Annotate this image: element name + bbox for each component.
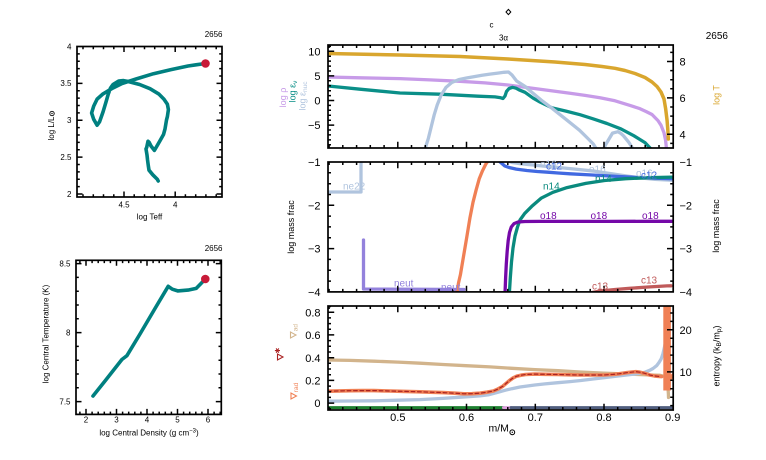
svg-text:log εν: log εν: [288, 81, 300, 103]
svg-text:0.5: 0.5: [390, 412, 405, 424]
svg-text:7.5: 7.5: [59, 397, 71, 406]
svg-text:4.5: 4.5: [118, 201, 130, 210]
svg-text:2656: 2656: [706, 31, 729, 42]
svg-text:−5: −5: [308, 120, 321, 132]
svg-text:n14: n14: [543, 182, 560, 193]
svg-text:10: 10: [680, 367, 692, 379]
svg-text:log mass frac: log mass frac: [286, 200, 296, 254]
svg-text:−1: −1: [680, 157, 693, 169]
svg-text:2: 2: [84, 416, 89, 425]
svg-text:5: 5: [175, 416, 180, 425]
svg-text:2: 2: [67, 190, 72, 199]
svg-text:3.5: 3.5: [60, 79, 72, 88]
svg-text:2656: 2656: [205, 30, 223, 39]
svg-text:c12: c12: [546, 162, 563, 173]
svg-text:4: 4: [173, 201, 178, 210]
svg-text:4: 4: [145, 416, 150, 425]
svg-text:✱: ✱: [274, 348, 282, 354]
svg-text:c13: c13: [641, 276, 658, 287]
svg-text:−2: −2: [680, 200, 693, 212]
svg-text:neut: neut: [394, 279, 414, 290]
svg-text:0.6: 0.6: [459, 412, 474, 424]
svg-text:5: 5: [314, 71, 320, 83]
svg-text:0.8: 0.8: [596, 412, 611, 424]
svg-text:0: 0: [314, 96, 320, 108]
svg-text:o16: o16: [540, 160, 557, 171]
svg-text:ne22: ne22: [343, 182, 366, 193]
svg-text:rad: rad: [293, 382, 300, 392]
svg-text:o18: o18: [591, 211, 608, 222]
svg-text:3: 3: [114, 416, 119, 425]
svg-text:−3: −3: [308, 244, 321, 256]
svg-text:2.5: 2.5: [60, 153, 72, 162]
svg-text:4: 4: [67, 42, 72, 51]
svg-text:log Central Density (g cm−3): log Central Density (g cm−3): [99, 429, 199, 438]
svg-text:o18: o18: [642, 211, 659, 222]
svg-text:6: 6: [680, 93, 686, 105]
svg-text:n14: n14: [595, 174, 612, 185]
svg-text:8: 8: [66, 328, 71, 337]
svg-text:0: 0: [314, 398, 320, 410]
svg-text:8.5: 8.5: [59, 259, 71, 268]
svg-text:log ρ: log ρ: [278, 88, 288, 108]
svg-text:−4: −4: [680, 287, 693, 299]
svg-text:4: 4: [680, 129, 686, 141]
svg-text:log Teff: log Teff: [137, 213, 163, 222]
svg-text:0.4: 0.4: [305, 353, 320, 365]
svg-text:6: 6: [206, 416, 211, 425]
svg-text:−3: −3: [680, 244, 693, 256]
svg-text:m/M: m/M: [489, 423, 509, 435]
svg-text:o16: o16: [636, 169, 653, 180]
svg-text:c: c: [490, 21, 494, 30]
svg-text:0.6: 0.6: [305, 330, 320, 342]
svg-text:0.8: 0.8: [305, 307, 320, 319]
svg-text:o16: o16: [589, 165, 606, 176]
svg-text:3: 3: [67, 116, 72, 125]
svg-text:2656: 2656: [205, 244, 223, 253]
svg-text:log Central Temperature (K): log Central Temperature (K): [41, 284, 50, 383]
svg-text:neut: neut: [441, 283, 461, 294]
svg-text:−2: −2: [308, 200, 321, 212]
svg-text:c13: c13: [592, 282, 609, 293]
svg-text:−4: −4: [308, 287, 321, 299]
svg-text:log L/L: log L/L: [47, 116, 56, 141]
svg-text:3α: 3α: [499, 34, 508, 43]
svg-text:entropy (kB/mp): entropy (kB/mp): [712, 326, 724, 387]
svg-text:8: 8: [680, 57, 686, 69]
svg-text:log mass frac: log mass frac: [711, 199, 721, 253]
svg-text:log T: log T: [712, 85, 722, 105]
svg-text:20: 20: [680, 325, 692, 337]
svg-text:log εnuc: log εnuc: [298, 81, 310, 111]
svg-text:c12: c12: [641, 171, 658, 182]
svg-text:0.9: 0.9: [665, 412, 680, 424]
svg-text:o18: o18: [540, 211, 557, 222]
svg-text:0.2: 0.2: [305, 376, 320, 388]
svg-text:10: 10: [308, 46, 320, 58]
svg-text:ad: ad: [293, 324, 300, 332]
svg-text:0.7: 0.7: [528, 412, 543, 424]
svg-text:−1: −1: [308, 157, 321, 169]
